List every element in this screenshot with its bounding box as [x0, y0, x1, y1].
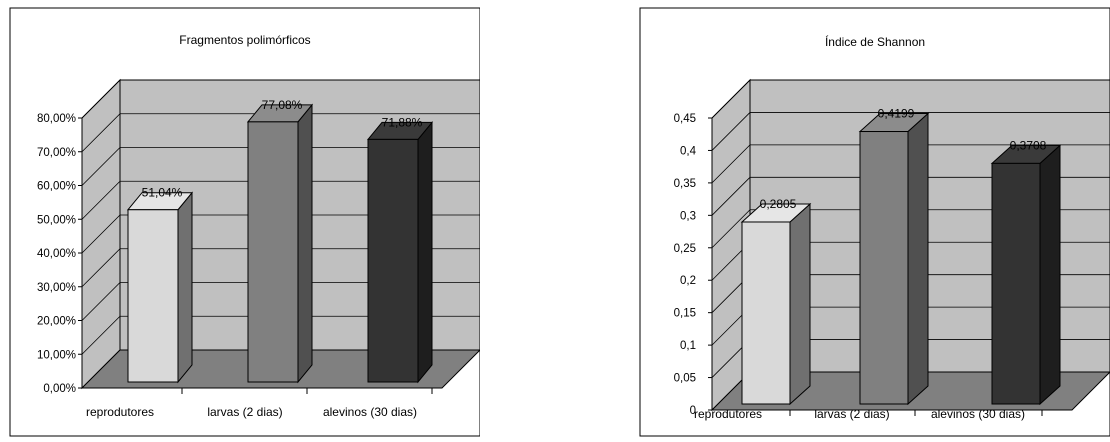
data-label: 51,04%: [142, 186, 183, 200]
y-tick-label: 70,00%: [37, 147, 76, 159]
category-label: reprodutores: [86, 405, 154, 419]
y-tick-label: 0,1: [680, 340, 696, 352]
bar-side: [177, 191, 193, 384]
y-tick-label: 80,00%: [37, 113, 76, 125]
chart-fragmentos-polimorficos: Fragmentos polimórficos 0,00% 10,00% 20,00%…: [0, 0, 480, 442]
y-tick-label: 0,3: [680, 210, 696, 222]
bar-side: [297, 103, 313, 384]
data-label: 77,08%: [262, 98, 303, 112]
y-tick-label: 30,00%: [37, 282, 76, 294]
bar-side: [789, 202, 811, 406]
bar-side: [417, 121, 433, 384]
y-tick-label: 0,45: [674, 113, 696, 125]
bar-2: [990, 144, 1062, 406]
bar-front: [991, 162, 1041, 405]
bar-side: [1039, 144, 1061, 406]
gridline: [81, 113, 480, 153]
y-tick-label: 0: [690, 405, 696, 417]
y-tick-label: 0,25: [674, 243, 696, 255]
category-label: larvas (2 dias): [207, 405, 282, 419]
bar-0: [740, 202, 812, 406]
bar-1: [246, 103, 314, 384]
gridline: [81, 282, 480, 321]
y-tick-label: 40,00%: [37, 248, 76, 260]
bar-1: [858, 112, 930, 406]
y-tick-label: 0,4: [680, 145, 697, 157]
gridline: [711, 112, 1110, 151]
category-label: alevinos (30 dias): [323, 405, 417, 419]
y-tick-label: 0,2: [680, 275, 696, 287]
category-label: reprodutores: [694, 407, 762, 421]
gridline: [81, 79, 480, 119]
y-tick-label: 0,05: [674, 373, 696, 385]
chart-shannon-svg: Índice de Shannon 0 0,05 0,1 0,15 0,2 0,25 0,3 0…: [639, 7, 1110, 437]
bar-front: [859, 131, 909, 405]
gridline: [81, 248, 480, 288]
bar-0: [126, 191, 194, 384]
bar-front: [741, 221, 791, 405]
y-tick-label: 0,00%: [43, 383, 76, 395]
bar-2: [366, 121, 434, 384]
data-label: 71,88%: [382, 115, 423, 129]
category-label: larvas (2 dias): [814, 407, 889, 421]
gridline: [81, 147, 480, 186]
data-label: 0,3708: [1010, 138, 1047, 152]
gridline: [711, 209, 1110, 249]
y-tick-label: 60,00%: [37, 181, 76, 193]
gridline: [711, 144, 1110, 184]
chart-title: Fragmentos polimórficos: [179, 33, 310, 47]
category-label: alevinos (30 dias): [931, 407, 1025, 421]
bar-front: [367, 138, 419, 383]
chart-fragmentos-svg: Fragmentos polimórficos 0,00% 10,00% 20,00%…: [9, 7, 480, 437]
bar-front: [127, 209, 179, 383]
chart-title: Índice de Shannon: [825, 34, 925, 49]
bar-side: [907, 112, 929, 406]
chart-indice-shannon: Índice de Shannon 0 0,05 0,1 0,15 0,2 0,25 0,3 0…: [630, 0, 1110, 442]
gridline: [81, 180, 480, 220]
bar-front: [247, 121, 299, 383]
gridline: [711, 79, 1110, 119]
gridline: [81, 315, 480, 355]
y-tick-label: 50,00%: [37, 214, 76, 226]
y-tick-label: 0,15: [674, 308, 696, 320]
y-tick-label: 10,00%: [37, 349, 76, 361]
y-tick-label: 0,35: [674, 178, 696, 190]
y-tick-label: 20,00%: [37, 316, 76, 328]
data-label: 0,2805: [760, 197, 797, 211]
gridline: [711, 176, 1110, 216]
data-label: 0,4199: [878, 107, 915, 121]
gridline: [81, 214, 480, 254]
